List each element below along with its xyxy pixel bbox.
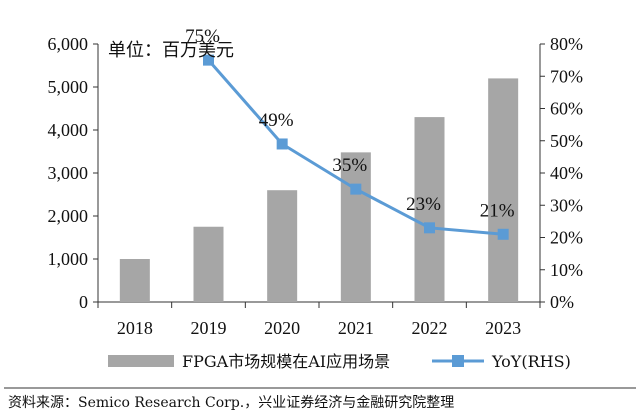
right-tick-label: 10% bbox=[550, 260, 583, 280]
right-tick-label: 80% bbox=[550, 34, 583, 54]
x-tick-label: 2020 bbox=[264, 318, 300, 338]
bar bbox=[267, 190, 298, 302]
left-tick-label: 2,000 bbox=[48, 206, 89, 226]
yoy-marker bbox=[424, 222, 435, 234]
yoy-marker bbox=[203, 54, 214, 66]
yoy-marker bbox=[497, 228, 509, 240]
yoy-line-series bbox=[203, 54, 509, 240]
x-tick-label: 2022 bbox=[412, 318, 448, 338]
left-tick-label: 5,000 bbox=[48, 77, 89, 97]
left-tick-label: 0 bbox=[79, 292, 88, 312]
legend-line-marker bbox=[452, 355, 464, 367]
right-tick-label: 0% bbox=[550, 292, 574, 312]
left-tick-label: 3,000 bbox=[48, 163, 89, 183]
unit-label: 单位：百万美元 bbox=[108, 40, 234, 61]
yoy-data-label: 49% bbox=[259, 110, 294, 131]
chart-frame bbox=[97, 44, 541, 303]
source-text: 资料来源：Semico Research Corp.，兴业证券经济与金融研究院整… bbox=[8, 395, 454, 411]
legend-bar-swatch bbox=[108, 355, 174, 367]
watermark: 头条 @最知科技 bbox=[525, 392, 635, 410]
yoy-data-label: 75% bbox=[185, 26, 220, 47]
data-labels: 75% 49% 35% 23% 21% bbox=[185, 26, 515, 221]
right-tick-label: 30% bbox=[550, 195, 583, 215]
bar bbox=[488, 78, 519, 303]
yoy-data-label: 35% bbox=[332, 155, 367, 176]
legend-bar-label: FPGA市场规模在AI应用场景 bbox=[182, 352, 390, 371]
x-tick-label: 2019 bbox=[191, 318, 227, 338]
left-tick-label: 4,000 bbox=[48, 120, 89, 140]
bar bbox=[340, 152, 371, 302]
x-tick-label: 2021 bbox=[338, 318, 374, 338]
right-tick-label: 60% bbox=[550, 99, 583, 119]
x-axis: 2018 2019 2020 2021 2022 2023 bbox=[97, 302, 541, 338]
yoy-data-label: 21% bbox=[480, 200, 515, 221]
left-tick-label: 6,000 bbox=[48, 34, 89, 54]
right-tick-label: 40% bbox=[550, 163, 583, 183]
legend-line-label: YoY(RHS) bbox=[491, 352, 571, 371]
left-tick-label: 1,000 bbox=[48, 249, 89, 269]
yoy-data-label: 23% bbox=[406, 194, 441, 215]
left-axis: 0 1,000 2,000 3,000 4,000 5,000 6,000 bbox=[48, 34, 98, 312]
right-tick-label: 50% bbox=[550, 131, 583, 151]
x-tick-label: 2018 bbox=[117, 318, 153, 338]
bar-series bbox=[119, 78, 519, 303]
yoy-marker bbox=[276, 138, 288, 150]
x-tick-label: 2023 bbox=[485, 318, 521, 338]
bar bbox=[193, 226, 224, 302]
right-tick-label: 20% bbox=[550, 228, 583, 248]
bar bbox=[414, 117, 445, 302]
yoy-marker bbox=[350, 183, 362, 195]
right-tick-label: 70% bbox=[550, 66, 583, 86]
right-axis: 0% 10% 20% 30% 40% 50% 60% 70% 80% bbox=[540, 34, 583, 312]
bar bbox=[119, 259, 150, 302]
